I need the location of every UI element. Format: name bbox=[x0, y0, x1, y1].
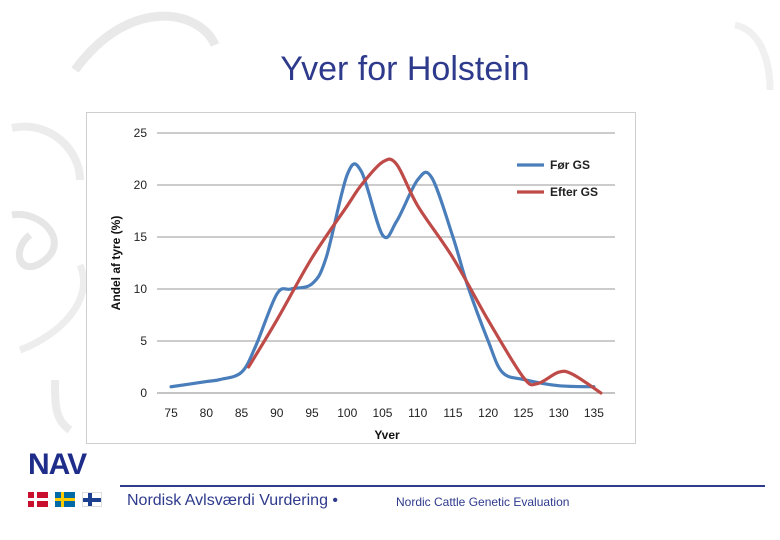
footer-organization-text: Nordisk Avlsværdi Vurdering • bbox=[127, 492, 339, 509]
grid-lines bbox=[157, 132, 615, 394]
sweden-flag bbox=[55, 492, 75, 507]
slide-title: Yver for Holstein bbox=[280, 50, 530, 88]
x-tick-label: 85 bbox=[235, 406, 249, 420]
line-chart: 0 5 10 15 20 25 75 80 85 90 95 100 105 110 115 120 125 1… bbox=[109, 126, 615, 442]
x-tick-label: 125 bbox=[513, 406, 533, 420]
y-tick-label: 25 bbox=[134, 126, 148, 140]
series-line-after-gs bbox=[247, 157, 603, 395]
x-tick-label: 95 bbox=[305, 406, 319, 420]
nordic-flags bbox=[28, 492, 102, 507]
x-tick-label: 100 bbox=[337, 406, 357, 420]
x-tick-label: 135 bbox=[584, 406, 604, 420]
footer-divider bbox=[120, 485, 765, 487]
x-tick-label: 90 bbox=[270, 406, 284, 420]
legend-label: Efter GS bbox=[550, 185, 598, 199]
footer-english-text: Nordic Cattle Genetic Evaluation bbox=[396, 495, 570, 509]
series-lines bbox=[169, 157, 603, 395]
x-tick-label: 105 bbox=[372, 406, 392, 420]
x-tick-label: 115 bbox=[443, 406, 462, 420]
finland-flag bbox=[82, 492, 102, 507]
x-axis-title: Yver bbox=[374, 428, 400, 442]
y-axis-title: Andel af tyre (%) bbox=[109, 216, 123, 311]
legend: Før GS Efter GS bbox=[517, 158, 598, 199]
x-tick-label: 80 bbox=[200, 406, 214, 420]
y-tick-label: 15 bbox=[134, 230, 148, 244]
x-tick-label: 130 bbox=[549, 406, 569, 420]
y-tick-labels: 0 5 10 15 20 25 bbox=[134, 126, 148, 400]
series-line-before-gs bbox=[169, 162, 596, 389]
y-tick-label: 10 bbox=[134, 282, 148, 296]
x-tick-label: 110 bbox=[408, 406, 427, 420]
denmark-flag bbox=[28, 492, 48, 507]
y-tick-label: 0 bbox=[140, 386, 147, 400]
x-tick-label: 120 bbox=[478, 406, 498, 420]
x-tick-label: 75 bbox=[164, 406, 178, 420]
y-tick-label: 20 bbox=[134, 178, 148, 192]
y-tick-label: 5 bbox=[140, 334, 147, 348]
nav-logo: NAV bbox=[28, 448, 87, 481]
chart-frame: 0 5 10 15 20 25 75 80 85 90 95 100 105 110 115 120 125 1… bbox=[86, 112, 636, 444]
legend-label: Før GS bbox=[550, 158, 590, 172]
x-tick-labels: 75 80 85 90 95 100 105 110 115 120 125 130 135 bbox=[164, 406, 604, 420]
